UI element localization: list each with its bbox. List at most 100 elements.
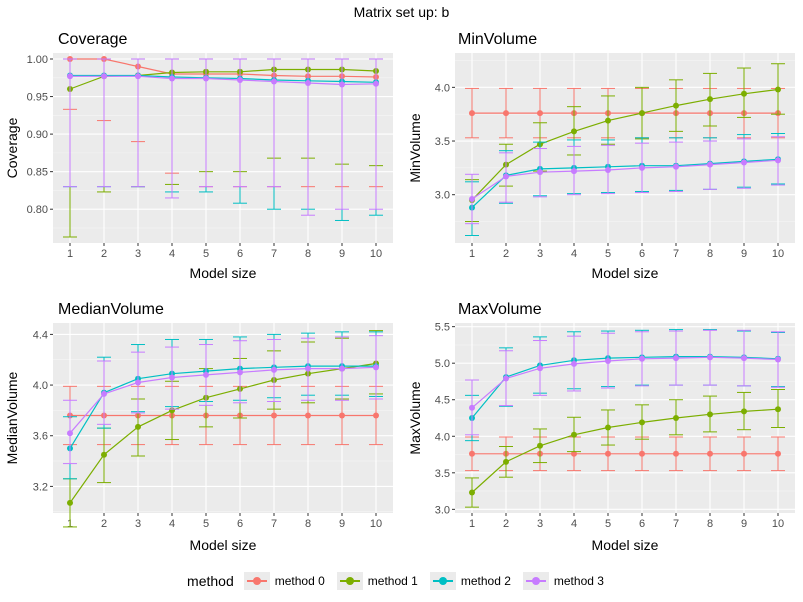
tick-label-x: 5 xyxy=(605,248,611,260)
panel-background xyxy=(455,53,795,243)
tick-label-y: 3.0 xyxy=(435,504,450,516)
tick-label-x: 8 xyxy=(305,518,311,530)
tick-label-x: 7 xyxy=(673,248,679,260)
tick-label-x: 8 xyxy=(305,248,311,260)
tick-label-y: 3.2 xyxy=(33,481,48,493)
tick-label-y: 0.95 xyxy=(27,92,48,104)
tick-label-x: 3 xyxy=(135,518,141,530)
series-line xyxy=(471,356,779,419)
data-point xyxy=(537,442,543,449)
series-line xyxy=(471,159,779,200)
panel-background xyxy=(53,323,393,513)
data-point xyxy=(571,360,577,367)
data-point xyxy=(469,404,475,411)
legend-key-method-0 xyxy=(243,572,270,590)
data-point xyxy=(605,450,611,457)
tick-label-y: 5.0 xyxy=(435,358,450,370)
data-point xyxy=(339,412,345,419)
data-point xyxy=(605,117,611,124)
data-point xyxy=(67,499,73,506)
tick-label-y: 5.5 xyxy=(435,322,450,334)
data-point xyxy=(775,406,781,413)
data-point xyxy=(673,450,679,457)
data-point xyxy=(741,450,747,457)
data-point xyxy=(775,356,781,363)
tick-label-x: 6 xyxy=(639,248,645,260)
tick-label-x: 2 xyxy=(503,248,509,260)
data-point xyxy=(605,424,611,431)
data-point xyxy=(537,110,543,117)
series-line xyxy=(69,362,377,504)
data-point xyxy=(203,371,209,378)
tick-label-x: 5 xyxy=(203,248,209,260)
data-point xyxy=(373,412,379,419)
data-point xyxy=(571,450,577,457)
panel-title: MedianVolume xyxy=(58,301,164,318)
data-point xyxy=(571,431,577,438)
tick-label-x: 5 xyxy=(605,518,611,530)
x-axis-label: Model size xyxy=(190,265,257,281)
series-method-3 xyxy=(465,136,785,225)
data-point xyxy=(67,73,73,80)
data-point xyxy=(135,73,141,80)
data-point xyxy=(571,128,577,135)
data-point xyxy=(271,366,277,373)
tick-label-x: 7 xyxy=(673,518,679,530)
tick-label-x: 9 xyxy=(741,248,747,260)
series-line xyxy=(70,74,377,83)
data-point xyxy=(169,374,175,381)
panel-maxvolume: 3.0 3.5 4.0 4.5 5.0 5.5 1 2 3 4 5 6 7 8 9 10 MaxVolume Mo… xyxy=(407,301,795,553)
tick-label-x: 3 xyxy=(537,518,543,530)
data-point xyxy=(373,80,379,87)
legend-key-method-3 xyxy=(522,572,549,590)
series-line xyxy=(69,366,377,434)
tick-label-x: 7 xyxy=(271,518,277,530)
tick-label-y: 0.90 xyxy=(27,129,48,141)
data-point xyxy=(101,390,107,397)
legend-label: method 2 xyxy=(460,574,511,588)
tick-label-y: 3.6 xyxy=(33,431,48,443)
data-point xyxy=(339,365,345,372)
data-point xyxy=(469,489,475,496)
data-point xyxy=(673,163,679,170)
data-point xyxy=(673,355,679,362)
tick-label-x: 6 xyxy=(639,518,645,530)
data-point xyxy=(271,412,277,419)
tick-label-x: 1 xyxy=(67,248,73,260)
tick-label-y: 3.5 xyxy=(435,136,450,148)
tick-label-x: 4 xyxy=(169,248,175,260)
series-line xyxy=(471,88,779,201)
data-point xyxy=(775,157,781,164)
data-point xyxy=(639,419,645,426)
tick-label-x: 3 xyxy=(135,248,141,260)
tick-label-x: 10 xyxy=(370,248,382,260)
tick-label-x: 10 xyxy=(772,248,784,260)
series-line xyxy=(471,356,779,409)
data-point xyxy=(469,450,475,457)
panel-minvolume: 3.0 3.5 4.0 1 2 3 4 5 6 7 8 9 10 MinVolume Model size M… xyxy=(407,31,795,281)
data-point xyxy=(673,102,679,109)
series-method-3 xyxy=(465,329,785,436)
tick-label-x: 3 xyxy=(537,248,543,260)
data-point xyxy=(237,369,243,376)
tick-label-x: 9 xyxy=(741,518,747,530)
data-point xyxy=(605,167,611,174)
series-line xyxy=(471,408,779,493)
data-point xyxy=(101,73,107,80)
data-point xyxy=(741,355,747,362)
tick-label-x: 2 xyxy=(101,248,107,260)
data-point xyxy=(503,375,509,382)
data-point xyxy=(639,450,645,457)
chart-canvas: 0.80 0.85 0.90 0.95 1.00 1 2 3 4 5 6 7 8 9 10 Coverage M… xyxy=(4,31,795,553)
x-axis-label: Model size xyxy=(592,265,659,281)
legend-item-method-1: method 1 xyxy=(336,572,418,590)
tick-label-y: 4.4 xyxy=(33,329,48,341)
data-point xyxy=(503,110,509,117)
data-point xyxy=(503,458,509,465)
x-axis-label: Model size xyxy=(190,537,257,553)
legend-key-method-1 xyxy=(336,572,363,590)
tick-label-x: 2 xyxy=(503,518,509,530)
data-point xyxy=(305,80,311,87)
series-method-3 xyxy=(63,335,383,465)
tick-label-y: 0.80 xyxy=(27,204,48,216)
